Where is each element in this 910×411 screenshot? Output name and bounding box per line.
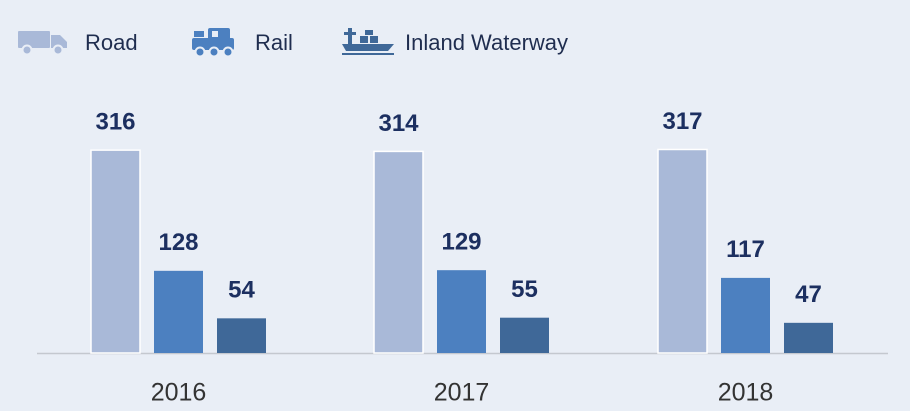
x-tick-label: 2017 [434, 379, 490, 407]
bar [784, 322, 833, 353]
data-label: 55 [511, 276, 538, 303]
legend-label: Inland Waterway [405, 30, 568, 55]
ship-icon [342, 28, 394, 55]
legend-label: Road [85, 30, 138, 55]
data-label: 129 [441, 229, 481, 256]
data-label: 314 [378, 110, 419, 137]
data-label: 317 [662, 108, 702, 135]
data-label: 117 [726, 236, 765, 263]
bar [154, 270, 203, 353]
data-label: 128 [158, 229, 198, 256]
train-icon [192, 28, 234, 58]
x-tick-label: 2018 [718, 379, 774, 407]
legend-label: Rail [255, 30, 293, 55]
bar [217, 318, 266, 353]
data-label: 47 [795, 281, 822, 308]
data-label: 54 [228, 277, 255, 304]
bar [500, 317, 549, 353]
x-tick-label: 2016 [151, 379, 207, 407]
bar [373, 150, 424, 354]
bar [437, 270, 486, 353]
bar [657, 148, 708, 354]
truck-icon [18, 31, 67, 56]
bar [721, 277, 770, 353]
bar [90, 149, 141, 354]
data-label: 316 [95, 108, 135, 135]
